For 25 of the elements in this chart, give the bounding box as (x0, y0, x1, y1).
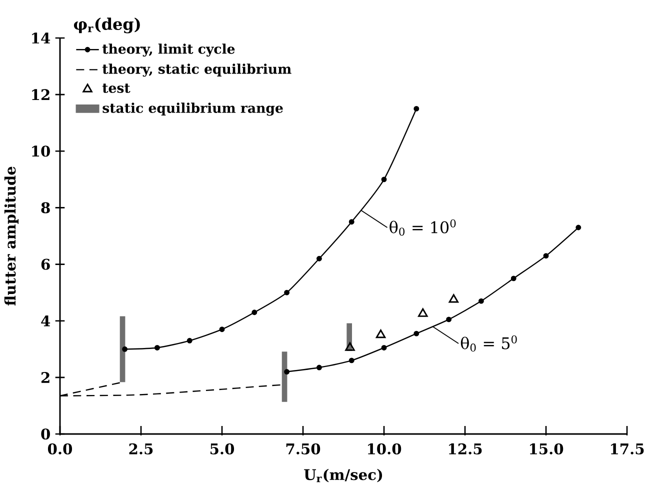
x-tick-label: 15.0 (530, 443, 564, 454)
text: φ$_{r}$(deg) (74, 18, 140, 34)
annotation: θ$_{0}$ = 5$^{0}$ (460, 335, 517, 352)
y-tick-label: 2 (41, 372, 50, 383)
legend-label: static equilibrium range (102, 102, 283, 116)
x-tick-label: 17.5 (611, 443, 644, 454)
legend-label: theory, limit cycle (102, 44, 235, 57)
y-tick-label: 8 (41, 202, 50, 214)
y-tick-label: 10 (32, 146, 50, 157)
x-tick-label: 5.0 (210, 443, 234, 454)
y-tick-label: 4 (41, 315, 50, 326)
legend-label: theory, static equilibrium (102, 64, 292, 77)
annotation: θ$_{0}$ = 10$^{0}$ (390, 219, 456, 236)
x-tick-label: 10.0 (368, 443, 402, 454)
legend-label: test (102, 84, 130, 93)
y-tick-label: 6 (41, 258, 50, 270)
x-tick-label: 7.50 (286, 443, 320, 454)
x-tick-label: 0.0 (48, 443, 72, 454)
y-axis-title: flutter amplitude (4, 166, 19, 306)
y-tick-label: 14 (32, 32, 50, 44)
y-tick-label: 0 (41, 428, 50, 440)
y-tick-label: 12 (32, 89, 50, 100)
x-tick-label: 2.5 (129, 443, 153, 454)
x-axis-title: U$_{r}$(m/sec) (304, 468, 382, 482)
x-tick-label: 12.5 (449, 443, 482, 454)
